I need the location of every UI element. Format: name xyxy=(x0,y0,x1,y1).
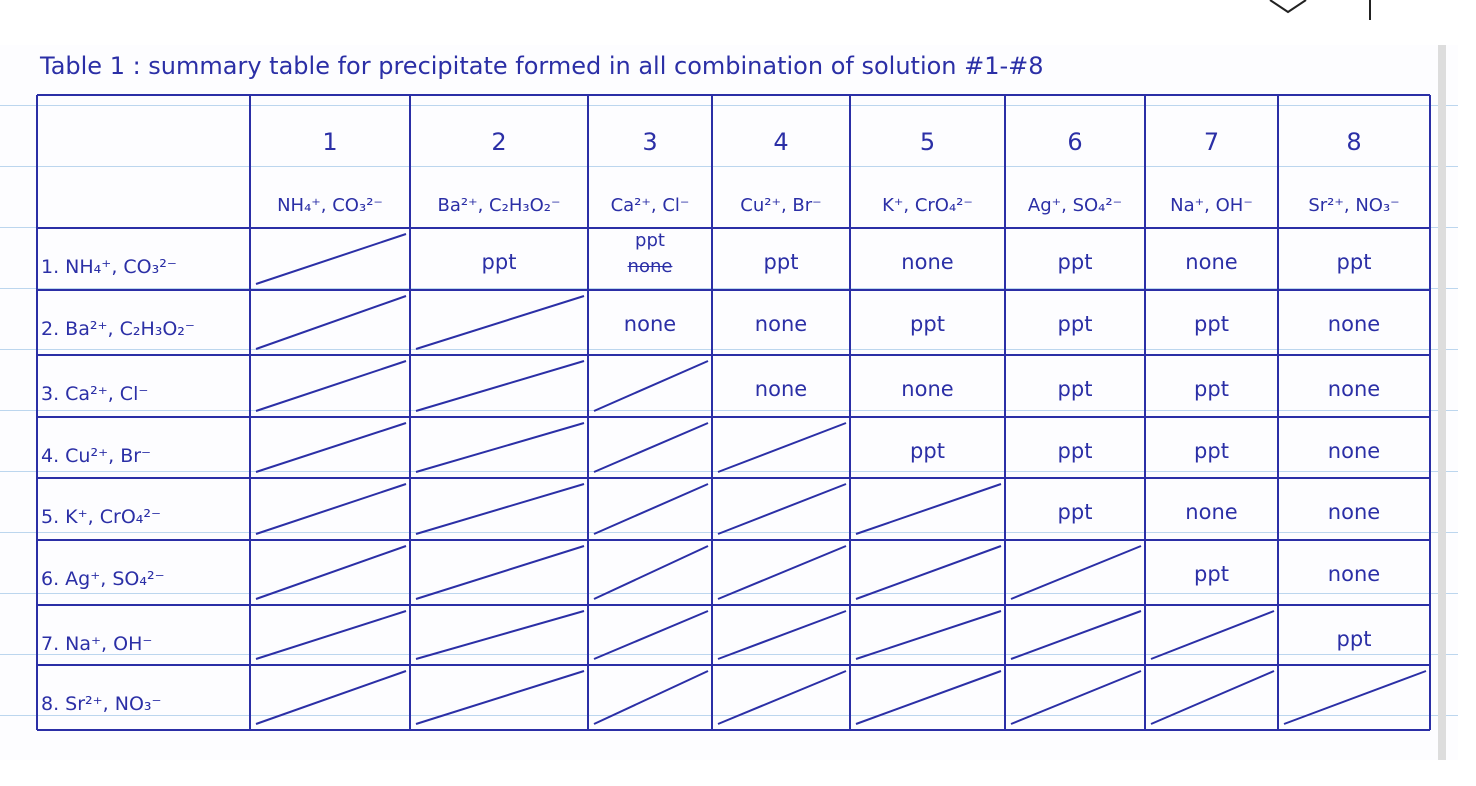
column-ions: Na⁺, OH⁻ xyxy=(1170,195,1253,216)
cell-value: ppt xyxy=(763,250,799,274)
diagonal-slash xyxy=(255,360,407,412)
struck-value: none xyxy=(627,256,673,277)
column-ions: NH₄⁺, CO₃²⁻ xyxy=(277,195,383,216)
column-ions: Ba²⁺, C₂H₃O₂⁻ xyxy=(437,195,561,216)
cell-value: none xyxy=(754,377,808,401)
diagonal-slash xyxy=(415,670,585,725)
diagonal-slash xyxy=(255,422,407,473)
diagonal-slash xyxy=(717,545,847,600)
bookmark-icon xyxy=(1269,0,1307,14)
diagonal-slash xyxy=(255,295,407,350)
cell-value: ppt xyxy=(1057,312,1093,336)
diagonal-slash xyxy=(1010,610,1142,660)
diagonal-slash xyxy=(855,545,1002,600)
column-number: 4 xyxy=(773,128,789,156)
cell-value: none xyxy=(901,250,954,274)
column-number: 6 xyxy=(1067,128,1083,156)
column-number: 7 xyxy=(1203,128,1220,156)
cell-value: ppt xyxy=(910,312,945,336)
column-number: 1 xyxy=(322,128,338,156)
diagonal-slash xyxy=(1010,670,1142,725)
cell-value: none xyxy=(1327,500,1381,524)
row-label: 1. NH₄⁺, CO₃²⁻ xyxy=(41,256,177,278)
column-ions: Ag⁺, SO₄²⁻ xyxy=(1027,195,1123,216)
title: Table 1 : summary table for precipitate … xyxy=(40,52,1044,80)
column-number: 5 xyxy=(919,128,936,156)
cell-value: ppt xyxy=(1194,377,1229,401)
diagonal-slash xyxy=(1150,670,1275,725)
diagonal-slash xyxy=(1010,545,1142,600)
column-ions: K⁺, CrO₄²⁻ xyxy=(882,195,973,216)
cell-value: ppt xyxy=(1057,439,1093,463)
diagonal-slash xyxy=(717,670,847,725)
cell-value: none xyxy=(1327,377,1381,401)
cell-value: ppt xyxy=(1194,439,1229,463)
diagonal-slash xyxy=(1150,610,1275,660)
column-ions: Sr²⁺, NO₃⁻ xyxy=(1308,195,1400,216)
diagonal-slash xyxy=(1283,670,1427,725)
diagonal-slash xyxy=(855,670,1002,725)
cell-value: none xyxy=(1327,312,1381,336)
row-label: 7. Na⁺, OH⁻ xyxy=(41,633,153,655)
diagonal-slash xyxy=(717,483,847,535)
column-number: 2 xyxy=(491,128,507,156)
diagonal-slash xyxy=(717,422,847,473)
diagonal-slash xyxy=(855,483,1002,535)
diagonal-slash xyxy=(415,483,585,535)
column-ions: Cu²⁺, Br⁻ xyxy=(740,195,822,216)
diagonal-slash xyxy=(415,610,585,660)
cell-value: none xyxy=(1327,439,1381,463)
diagonal-slash xyxy=(415,295,585,350)
cell-value: none xyxy=(754,312,808,336)
cell-value: none xyxy=(1327,562,1381,586)
column-number: 3 xyxy=(642,128,658,156)
diagonal-slash xyxy=(855,610,1002,660)
diagonal-slash xyxy=(255,670,407,725)
row-label: 5. K⁺, CrO₄²⁻ xyxy=(41,506,162,528)
cell-value: none xyxy=(623,312,677,336)
cell-value: ppt xyxy=(1057,377,1093,401)
row-label: 3. Ca²⁺, Cl⁻ xyxy=(41,383,149,405)
cell-value: ppt xyxy=(1194,562,1229,586)
diagonal-slash xyxy=(593,545,709,600)
diagonal-slash xyxy=(593,422,709,473)
diagonal-slash xyxy=(255,545,407,600)
column-ions: Ca²⁺, Cl⁻ xyxy=(610,195,690,216)
diagonal-slash xyxy=(593,360,709,412)
diagonal-slash xyxy=(593,670,709,725)
diagonal-slash xyxy=(717,610,847,660)
cell-value: ppt xyxy=(1336,250,1372,274)
cell-value: ppt xyxy=(1336,627,1372,651)
cell-value: ppt xyxy=(910,439,945,463)
cell-value: ppt xyxy=(1057,500,1093,524)
diagonal-slash xyxy=(255,610,407,660)
row-label: 2. Ba²⁺, C₂H₃O₂⁻ xyxy=(41,318,195,340)
cell-value: none xyxy=(901,377,954,401)
row-label: 8. Sr²⁺, NO₃⁻ xyxy=(41,693,162,715)
diagonal-slash xyxy=(255,233,407,285)
cell-value: none xyxy=(1185,500,1238,524)
diagonal-slash xyxy=(415,422,585,473)
row-label: 6. Ag⁺, SO₄²⁻ xyxy=(41,568,165,590)
diagonal-slash xyxy=(255,483,407,535)
cell-value: ppt xyxy=(635,230,665,251)
diagonal-slash xyxy=(415,545,585,600)
cell-value: ppt xyxy=(1194,312,1229,336)
cell-value: none xyxy=(1185,250,1238,274)
row-label: 4. Cu²⁺, Br⁻ xyxy=(41,445,152,467)
notebook-paper xyxy=(0,45,1458,760)
diagonal-slash xyxy=(593,483,709,535)
cell-value: ppt xyxy=(481,250,517,274)
cell-value: ppt xyxy=(1057,250,1093,274)
column-number: 8 xyxy=(1346,128,1362,156)
diagonal-slash xyxy=(593,610,709,660)
diagonal-slash xyxy=(415,360,585,412)
